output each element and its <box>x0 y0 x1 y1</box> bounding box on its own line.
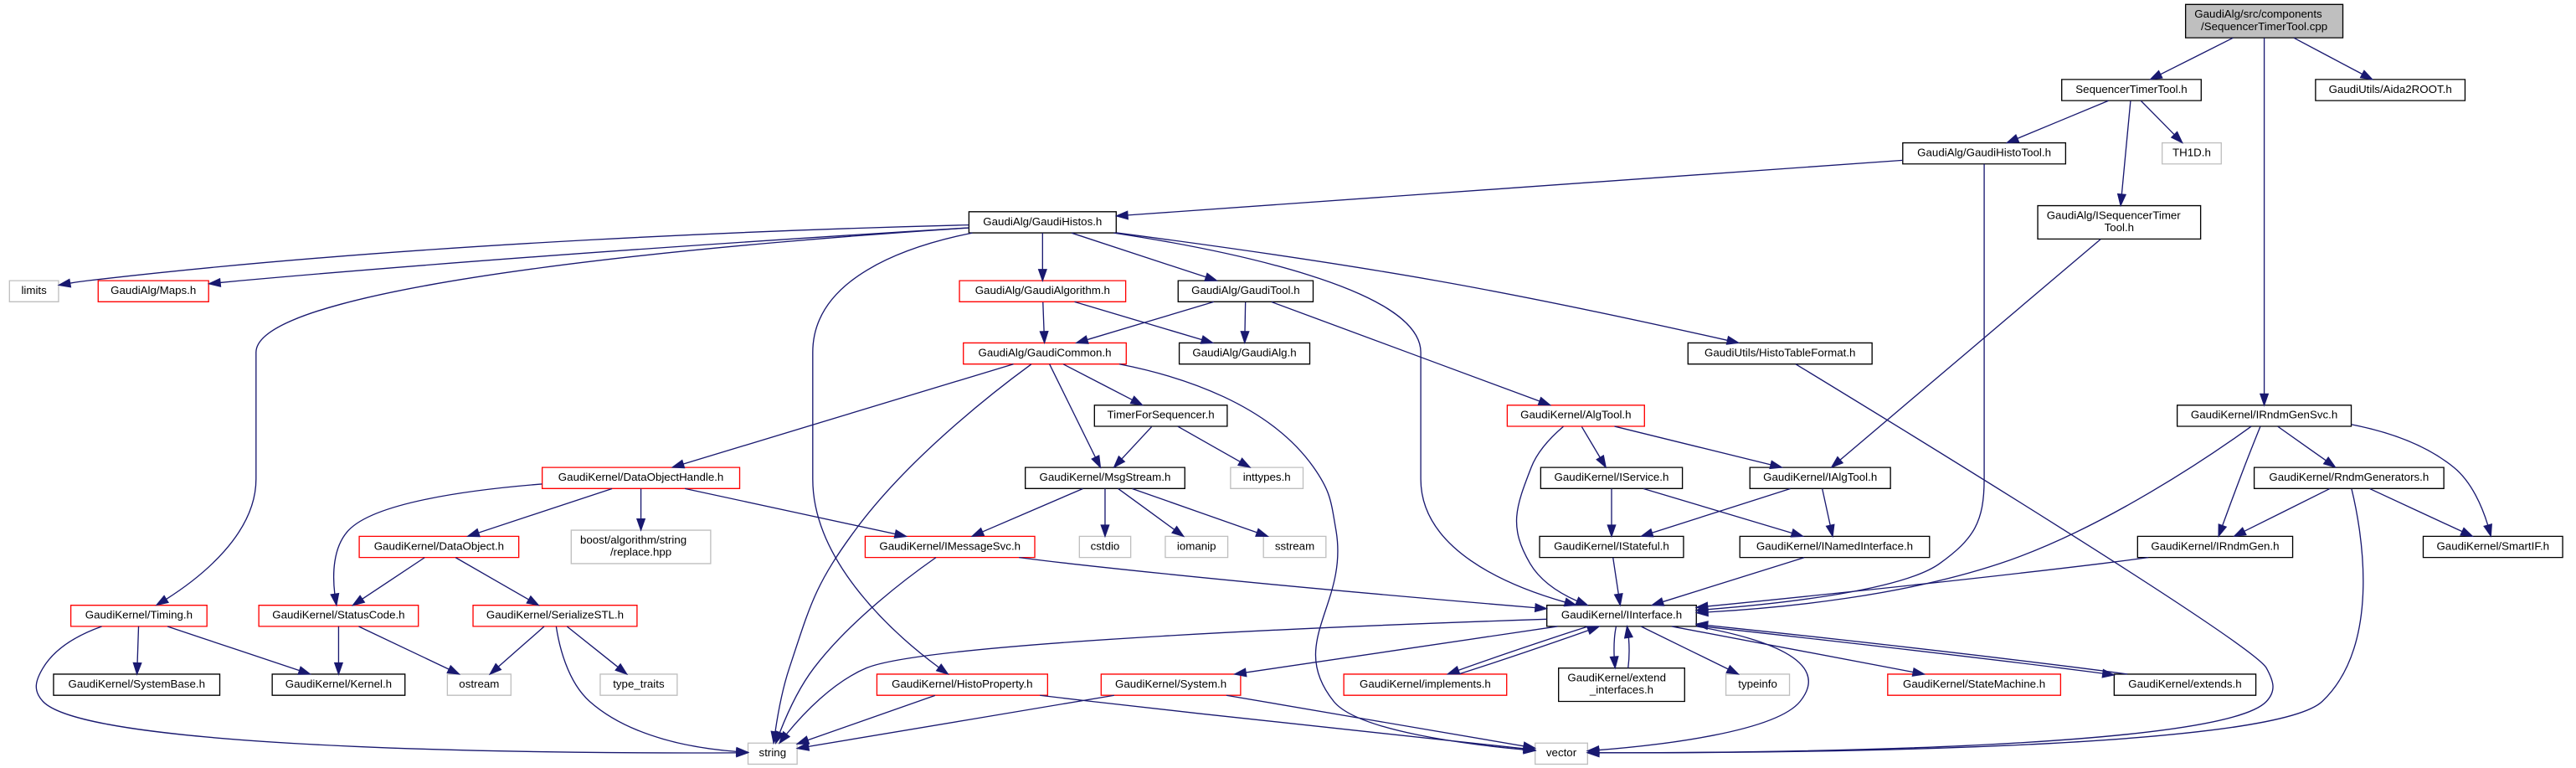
svg-text:GaudiKernel/IInterface.h: GaudiKernel/IInterface.h <box>1561 609 1682 621</box>
svg-text:type_traits: type_traits <box>613 678 665 690</box>
svg-text:GaudiKernel/AlgTool.h: GaudiKernel/AlgTool.h <box>1520 409 1631 421</box>
svg-text:GaudiAlg/Maps.h: GaudiAlg/Maps.h <box>111 284 196 296</box>
svg-text:GaudiKernel/StateMachine.h: GaudiKernel/StateMachine.h <box>1903 678 2045 690</box>
svg-text:string: string <box>759 746 787 759</box>
svg-text:GaudiKernel/IRndmGenSvc.h: GaudiKernel/IRndmGenSvc.h <box>2191 409 2337 421</box>
svg-text:GaudiUtils/HistoTableFormat.h: GaudiUtils/HistoTableFormat.h <box>1704 346 1855 358</box>
svg-text:GaudiAlg/GaudiCommon.h: GaudiAlg/GaudiCommon.h <box>978 346 1111 358</box>
svg-text:GaudiKernel/DataObjectHandle.h: GaudiKernel/DataObjectHandle.h <box>558 471 724 483</box>
svg-text:GaudiAlg/ISequencerTimer: GaudiAlg/ISequencerTimer <box>2047 209 2182 221</box>
svg-text:iomanip: iomanip <box>1177 539 1216 552</box>
svg-text:GaudiAlg/GaudiTool.h: GaudiAlg/GaudiTool.h <box>1191 284 1299 296</box>
svg-text:/replace.hpp: /replace.hpp <box>610 546 671 559</box>
svg-text:GaudiKernel/MsgStream.h: GaudiKernel/MsgStream.h <box>1040 471 1171 483</box>
svg-text:GaudiAlg/GaudiAlg.h: GaudiAlg/GaudiAlg.h <box>1192 346 1296 358</box>
svg-text:GaudiKernel/HistoProperty.h: GaudiKernel/HistoProperty.h <box>892 678 1032 690</box>
svg-text:GaudiKernel/IAlgTool.h: GaudiKernel/IAlgTool.h <box>1763 471 1877 483</box>
svg-text:SequencerTimerTool.h: SequencerTimerTool.h <box>2075 83 2187 95</box>
svg-text:/SequencerTimerTool.cpp: /SequencerTimerTool.cpp <box>2201 20 2327 33</box>
svg-text:GaudiAlg/src/components: GaudiAlg/src/components <box>2194 8 2322 20</box>
svg-text:GaudiKernel/SystemBase.h: GaudiKernel/SystemBase.h <box>68 678 204 690</box>
svg-text:TH1D.h: TH1D.h <box>2172 147 2211 159</box>
svg-text:GaudiKernel/IMessageSvc.h: GaudiKernel/IMessageSvc.h <box>879 539 1021 552</box>
svg-text:GaudiKernel/System.h: GaudiKernel/System.h <box>1115 678 1226 690</box>
svg-text:ostream: ostream <box>459 678 499 690</box>
svg-text:cstdio: cstdio <box>1091 539 1120 552</box>
svg-text:GaudiKernel/IService.h: GaudiKernel/IService.h <box>1555 471 1669 483</box>
svg-text:inttypes.h: inttypes.h <box>1243 471 1291 483</box>
svg-text:GaudiKernel/IStateful.h: GaudiKernel/IStateful.h <box>1554 539 1669 552</box>
svg-text:GaudiKernel/SmartIF.h: GaudiKernel/SmartIF.h <box>2436 539 2549 552</box>
svg-text:TimerForSequencer.h: TimerForSequencer.h <box>1107 409 1214 421</box>
svg-text:GaudiKernel/extend: GaudiKernel/extend <box>1567 672 1666 684</box>
svg-text:GaudiKernel/DataObject.h: GaudiKernel/DataObject.h <box>374 539 504 552</box>
svg-text:GaudiKernel/INamedInterface.h: GaudiKernel/INamedInterface.h <box>1756 539 1913 552</box>
svg-text:typeinfo: typeinfo <box>1738 678 1777 690</box>
svg-text:GaudiUtils/Aida2ROOT.h: GaudiUtils/Aida2ROOT.h <box>2329 83 2452 95</box>
svg-text:GaudiKernel/SerializeSTL.h: GaudiKernel/SerializeSTL.h <box>486 609 624 621</box>
svg-text:GaudiKernel/implements.h: GaudiKernel/implements.h <box>1360 678 1491 690</box>
svg-text:GaudiKernel/IRndmGen.h: GaudiKernel/IRndmGen.h <box>2151 539 2279 552</box>
svg-text:GaudiAlg/GaudiHistos.h: GaudiAlg/GaudiHistos.h <box>983 215 1102 228</box>
svg-text:GaudiKernel/RndmGenerators.h: GaudiKernel/RndmGenerators.h <box>2269 471 2429 483</box>
svg-text:_interfaces.h: _interfaces.h <box>1589 683 1653 696</box>
svg-text:Tool.h: Tool.h <box>2105 221 2135 234</box>
svg-text:GaudiAlg/GaudiHistoTool.h: GaudiAlg/GaudiHistoTool.h <box>1917 147 2051 159</box>
svg-text:GaudiKernel/Kernel.h: GaudiKernel/Kernel.h <box>285 678 392 690</box>
svg-text:limits: limits <box>21 284 47 296</box>
svg-text:vector: vector <box>1546 746 1577 759</box>
svg-text:GaudiKernel/Timing.h: GaudiKernel/Timing.h <box>85 609 193 621</box>
svg-text:GaudiAlg/GaudiAlgorithm.h: GaudiAlg/GaudiAlgorithm.h <box>975 284 1110 296</box>
svg-text:sstream: sstream <box>1275 539 1314 552</box>
svg-text:GaudiKernel/extends.h: GaudiKernel/extends.h <box>2128 678 2241 690</box>
svg-text:GaudiKernel/StatusCode.h: GaudiKernel/StatusCode.h <box>272 609 404 621</box>
svg-text:boost/algorithm/string: boost/algorithm/string <box>580 533 686 546</box>
